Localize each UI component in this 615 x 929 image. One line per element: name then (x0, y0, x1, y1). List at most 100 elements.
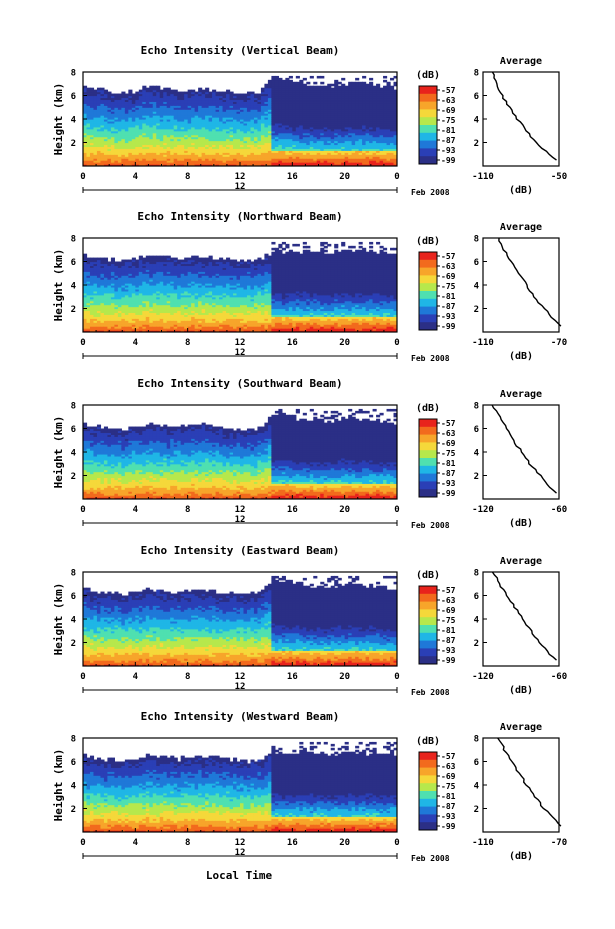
heatmap-cell (243, 124, 248, 128)
heatmap-cell (302, 124, 307, 128)
heatmap-cell (121, 156, 126, 159)
heatmap-cell (107, 292, 112, 296)
heatmap-cell (156, 140, 161, 144)
heatmap-cell (306, 95, 311, 99)
heatmap-cell (93, 296, 98, 300)
heatmap-cell (166, 281, 171, 284)
x-tick-label: 12 (235, 172, 246, 182)
heatmap-cell (372, 119, 377, 122)
heatmap-cell (93, 164, 98, 166)
heatmap-cell (93, 273, 98, 276)
heatmap-cell (187, 146, 192, 149)
heatmap-cell (110, 312, 115, 315)
heatmap-cell (184, 261, 189, 265)
heatmap-cell (145, 257, 150, 261)
heatmap-cell (156, 281, 161, 284)
heatmap-cell (128, 103, 133, 106)
heatmap-cell (135, 290, 140, 294)
heatmap-cell (93, 286, 98, 290)
heatmap-cell (194, 292, 199, 296)
heatmap-cell (83, 150, 88, 153)
heatmap-cell (156, 119, 161, 122)
heatmap-cell (240, 115, 245, 118)
heatmap-cell (135, 285, 140, 288)
heatmap-cell (187, 148, 192, 151)
heatmap-cell (386, 138, 391, 142)
heatmap-cell (260, 160, 266, 163)
heatmap-cell (142, 273, 147, 276)
heatmap-cell (128, 152, 133, 155)
heatmap-cell (348, 154, 353, 157)
heatmap-cell (212, 144, 217, 148)
heatmap-cell (184, 95, 189, 99)
colorbar-segment (419, 117, 437, 126)
heatmap-cell (114, 111, 119, 114)
heatmap-cell (138, 101, 143, 104)
heatmap-cell (138, 95, 143, 99)
heatmap-cell (89, 304, 95, 308)
colorbar-segment (419, 140, 437, 149)
heatmap-cell (194, 126, 199, 130)
heatmap-cell (180, 144, 185, 148)
heatmap-cell (288, 105, 293, 108)
heatmap-cell (219, 109, 224, 112)
heatmap-cell (114, 162, 119, 165)
heatmap-cell (278, 144, 283, 148)
heatmap-cell (152, 97, 157, 101)
heatmap-cell (135, 134, 140, 138)
heatmap-cell (124, 296, 129, 300)
heatmap-cell (320, 89, 325, 93)
heatmap-cell (205, 154, 210, 157)
heatmap-cell (180, 136, 185, 140)
heatmap-cell (170, 267, 175, 270)
heatmap-cell (107, 318, 112, 321)
heatmap-cell (271, 83, 276, 87)
heatmap-cell (156, 267, 161, 270)
heatmap-cell (194, 320, 199, 323)
heatmap-cell (198, 150, 203, 153)
heatmap-cell (100, 288, 105, 292)
heatmap-cell (114, 136, 119, 140)
heatmap-cell (145, 292, 150, 296)
heatmap-cell (341, 156, 346, 159)
heatmap-cell (219, 103, 224, 106)
heatmap-cell (173, 298, 178, 302)
heatmap-cell (86, 298, 91, 302)
heatmap-cell (316, 120, 321, 124)
heatmap-cell (107, 101, 112, 104)
heatmap-cell (89, 320, 95, 323)
heatmap-cell (257, 156, 262, 159)
heatmap-cell (285, 142, 290, 146)
heatmap-cell (306, 91, 311, 95)
heatmap-cell (295, 103, 300, 106)
heatmap-cell (302, 107, 307, 110)
heatmap-cell (83, 300, 88, 304)
heatmap-cell (121, 164, 126, 166)
heatmap-cell (327, 105, 332, 108)
heatmap-cell (103, 310, 109, 314)
heatmap-cell (320, 117, 325, 120)
heatmap-cell (386, 136, 391, 140)
heatmap-cell (107, 263, 112, 267)
heatmap-cell (114, 138, 119, 142)
heatmap-cell (194, 273, 199, 276)
heatmap-cell (121, 119, 126, 122)
heatmap-cell (362, 87, 367, 91)
heatmap-cell (128, 312, 133, 315)
heatmap-cell (344, 140, 349, 144)
heatmap-cell (107, 271, 112, 274)
heatmap-cell (253, 111, 259, 114)
heatmap-cell (93, 124, 98, 128)
heatmap-cell (288, 150, 293, 153)
heatmap-cell (295, 136, 300, 140)
heatmap-cell (240, 152, 245, 155)
heatmap-cell (306, 122, 311, 126)
heatmap-cell (180, 265, 185, 268)
heatmap-cell (379, 134, 384, 138)
heatmap-cell (100, 314, 105, 317)
heatmap-cell (131, 101, 136, 104)
heatmap-cell (159, 259, 164, 263)
heatmap-cell (233, 150, 238, 153)
heatmap-cell (128, 288, 133, 292)
heatmap-cell (330, 128, 335, 132)
